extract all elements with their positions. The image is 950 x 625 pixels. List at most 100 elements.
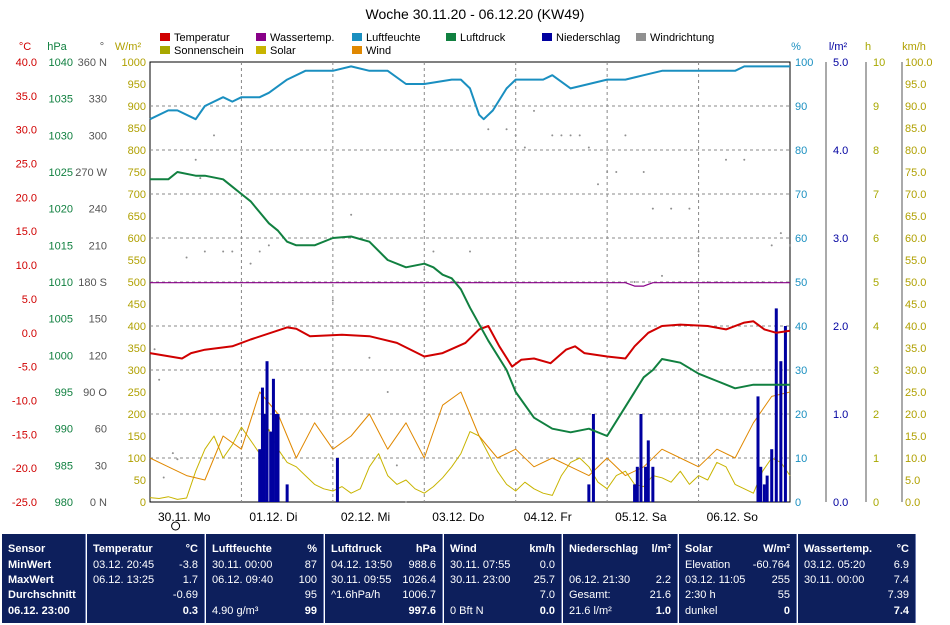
tick-solar: 700 [128,189,146,201]
tick-hum: 40 [795,321,807,333]
wassertemp-current-value: 7.4 [893,605,909,617]
niederschlag-row [569,559,671,573]
tick-press: 1005 [49,314,73,326]
tick-wind: 35.0 [905,343,926,355]
sensor-row-current: 06.12. 23:00 [8,605,70,617]
rain-bar [762,484,766,502]
legend-label: Windrichtung [650,32,715,44]
legend-label: Temperatur [174,32,230,44]
winddir-point [743,158,746,161]
niederschlag-head-label: Niederschlag [569,543,639,555]
tick-press: 1015 [49,240,73,252]
tick-temp: 35.0 [16,91,37,103]
wind-row-value: 0.0 [539,559,555,571]
temperatur-head-label: Temperatur [93,543,153,555]
rain-bar [635,466,639,502]
tick-press: 990 [55,424,73,436]
tick-temp: 20.0 [16,192,37,204]
solar-row-value: 55 [777,589,790,601]
tick-solar: 850 [128,123,146,135]
tick-temp: -5.0 [18,362,37,374]
wind-current-label: 0 Bft N [450,605,484,617]
winddir-point [770,244,773,247]
luftdruck-head: Luftdruck hPa [331,543,436,557]
panel-sensor: Sensor MinWert MaxWert Durchschnitt 06.1… [2,534,86,623]
winddir-point [350,213,353,216]
panel-wassertemp: Wassertemp. °C 03.12. 05:20 6.9 30.11. 00:00… [798,534,916,623]
chart-title: Woche 30.11.20 - 06.12.20 (KW49) [365,6,585,22]
wassertemp-row: 30.11. 00:00 7.4 [804,574,909,588]
wassertemp-head-unit: °C [896,543,909,555]
tick-solar: 500 [128,277,146,289]
rain-bar [651,466,655,502]
rain-bar [271,378,275,502]
tick-press: 1040 [49,57,73,69]
rain-bar [779,361,783,502]
tick-press: 1030 [49,130,73,142]
tick-hum: 100 [795,57,813,69]
legend-swatch [542,33,552,41]
tick-sun: 3 [873,365,879,377]
tick-dir: 180 S [78,277,107,289]
wassertemp-head-label: Wassertemp. [804,543,873,555]
tick-wind: 80.0 [905,145,926,157]
legend-item: Wassertemp. [256,32,334,44]
niederschlag-head: Niederschlag l/m² [569,543,671,557]
winddir-point [432,250,435,253]
solar-head: Solar W/m² [685,543,790,557]
winddir-point [171,452,174,455]
rain-bar [759,466,763,502]
temperatur-head: Temperatur °C [93,543,198,557]
temperatur-row: 03.12. 20:45 -3.8 [93,559,198,573]
tick-wind: 55.0 [905,255,926,267]
luftfeuchte-current: 4.90 g/m³ 99 [212,605,317,619]
niederschlag-head-unit: l/m² [651,543,671,555]
wind-current: 0 Bft N 0.0 [450,605,555,619]
rain-bar [335,458,339,502]
luftfeuchte-current-value: 99 [304,605,317,617]
solar-row-label: 2:30 h [685,589,716,601]
winddir-point [199,177,202,180]
day-label: 05.12. Sa [615,510,667,524]
tick-temp: 15.0 [16,226,37,238]
tick-solar: 600 [128,233,146,245]
tick-dir: 300 [89,130,107,142]
luftdruck-row: 04.12. 13:50 988.6 [331,559,436,573]
winddir-point [533,109,535,112]
tick-dir: 240 [89,204,107,216]
tick-press: 1020 [49,204,73,216]
temperatur-row-label: 06.12. 13:25 [93,574,155,586]
luftdruck-row: ^1.6hPa/h 1006.7 [331,589,436,603]
tick-rain: 0.0 [833,497,848,509]
tick-press: 1025 [49,167,73,179]
solar-row: Elevation -60.764 [685,559,790,573]
wind-head: Wind km/h [450,543,555,557]
tick-dir: 60 [95,424,107,436]
temperatur-row-value: -0.69 [172,589,198,601]
temperatur-current: 0.3 [93,605,198,619]
winddir-point [185,256,188,259]
legend-swatch [160,33,170,41]
legend-label: Solar [270,45,296,57]
luftdruck-row-value: 988.6 [408,559,436,571]
tick-wind: 0.0 [905,497,920,509]
tick-wind: 75.0 [905,167,926,179]
temperatur-row: 06.12. 13:25 1.7 [93,574,198,588]
tick-sun: 0 [873,497,879,509]
winddir-point [423,268,426,271]
temperatur-row-value: -3.8 [179,559,198,571]
unit-hum: % [791,41,801,53]
winddir-point [651,207,654,210]
legend-label: Niederschlag [556,32,621,44]
legend-item: Wind [352,45,391,57]
tick-wind: 15.0 [905,431,926,443]
luftdruck-row-value: 1006.7 [402,589,436,601]
legend-item: Luftfeuchte [352,32,420,44]
series-wind [149,391,791,481]
rain-bar [269,431,273,502]
winddir-point [615,171,618,173]
winddir-point [661,274,663,277]
winddir-point [222,250,225,253]
wassertemp-current: 7.4 [804,605,909,619]
solar-current-value: 0 [783,605,790,617]
